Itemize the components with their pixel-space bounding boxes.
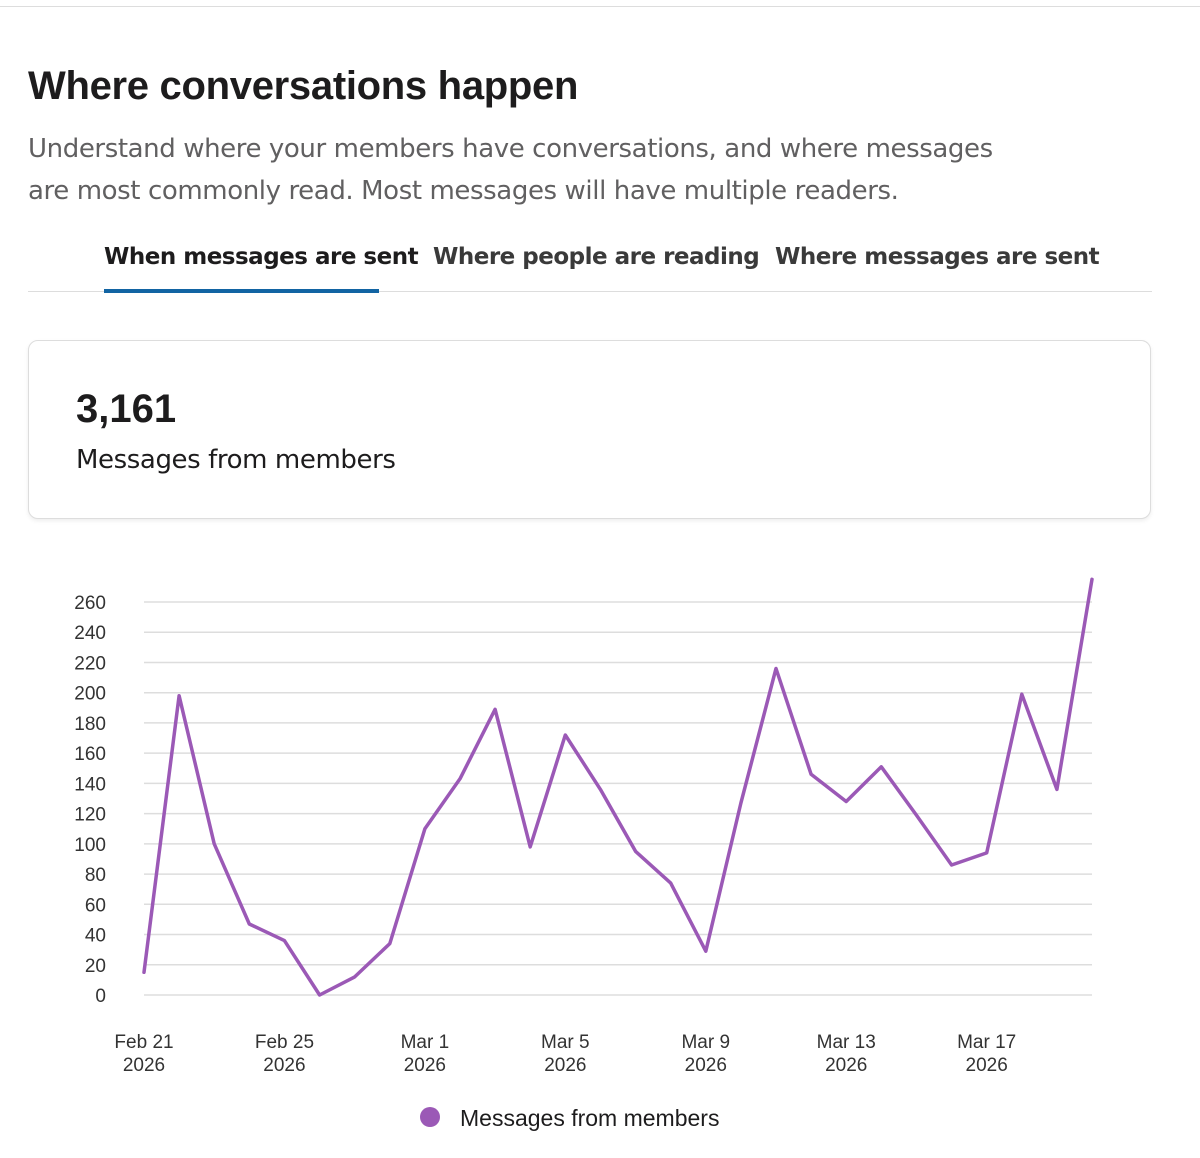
y-tick-label: 0 [95, 986, 106, 1007]
data-point[interactable] [910, 809, 922, 821]
y-tick-label: 80 [85, 865, 106, 886]
data-point[interactable] [700, 945, 712, 957]
y-tick-label: 140 [74, 774, 106, 795]
chart-series [138, 573, 1098, 1001]
data-point[interactable] [314, 989, 326, 1001]
tab-bar: When messages are sent Where people are … [28, 234, 1152, 293]
data-point[interactable] [1086, 573, 1098, 585]
y-tick-label: 120 [74, 805, 106, 826]
x-tick-label: Mar 17 [957, 1032, 1016, 1053]
tab-when-messages-are-sent[interactable]: When messages are sent [104, 244, 419, 270]
data-point[interactable] [559, 729, 571, 741]
data-point[interactable] [454, 773, 466, 785]
data-point[interactable] [1016, 688, 1028, 700]
x-tick-label: Mar 5 [541, 1032, 590, 1053]
messages-line-chart: 0 20 40 60 80 100 120 140 160 180 200 220 240 260 Feb… [74, 573, 1098, 1131]
y-tick-label: 20 [85, 956, 106, 977]
data-point[interactable] [208, 838, 220, 850]
active-tab-indicator [104, 289, 379, 293]
data-point[interactable] [630, 845, 642, 857]
stat-card: 3,161 Messages from members [28, 340, 1151, 519]
x-tick-label: Feb 21 [114, 1032, 173, 1053]
data-point[interactable] [173, 690, 185, 702]
data-point[interactable] [805, 768, 817, 780]
legend-marker [420, 1107, 440, 1127]
data-point[interactable] [384, 938, 396, 950]
data-point[interactable] [524, 841, 536, 853]
y-tick-label: 260 [74, 593, 106, 614]
x-tick-year-label: 2026 [404, 1055, 446, 1076]
y-tick-label: 100 [74, 835, 106, 856]
data-point[interactable] [981, 847, 993, 859]
x-tick-year-label: 2026 [685, 1055, 727, 1076]
data-point[interactable] [349, 971, 361, 983]
data-point[interactable] [243, 918, 255, 930]
chart-gridlines [144, 601, 1092, 996]
top-divider [0, 6, 1200, 7]
stat-label: Messages from members [76, 445, 396, 475]
y-tick-label: 160 [74, 744, 106, 765]
page-title: Where conversations happen [28, 64, 579, 108]
x-tick-label: Mar 1 [401, 1032, 450, 1053]
data-point[interactable] [840, 796, 852, 808]
data-point[interactable] [946, 859, 958, 871]
tab-where-people-are-reading[interactable]: Where people are reading [433, 244, 760, 270]
stat-value: 3,161 [76, 387, 177, 431]
x-tick-year-label: 2026 [966, 1055, 1008, 1076]
x-tick-year-label: 2026 [825, 1055, 867, 1076]
data-point[interactable] [278, 935, 290, 947]
data-point[interactable] [489, 703, 501, 715]
tab-where-messages-are-sent[interactable]: Where messages are sent [775, 244, 1100, 270]
x-tick-year-label: 2026 [123, 1055, 165, 1076]
x-tick-label: Mar 13 [817, 1032, 876, 1053]
data-point[interactable] [735, 797, 747, 809]
y-axis-ticks: 0 20 40 60 80 100 120 140 160 180 200 220 240 260 [74, 593, 106, 1007]
data-point[interactable] [594, 783, 606, 795]
page-description: Understand where your members have conve… [28, 134, 993, 206]
y-tick-label: 240 [74, 623, 106, 644]
x-tick-year-label: 2026 [263, 1055, 305, 1076]
chart-legend[interactable]: Messages from members [420, 1105, 719, 1131]
y-tick-label: 40 [85, 926, 106, 947]
y-tick-label: 60 [85, 895, 106, 916]
series-line-messages-from-members [142, 577, 1094, 997]
data-point[interactable] [875, 761, 887, 773]
y-tick-label: 200 [74, 684, 106, 705]
data-point[interactable] [138, 966, 150, 978]
data-point[interactable] [419, 823, 431, 835]
x-tick-year-label: 2026 [544, 1055, 586, 1076]
x-tick-label: Feb 25 [255, 1032, 314, 1053]
x-tick-label: Mar 9 [681, 1032, 730, 1053]
data-point[interactable] [1051, 783, 1063, 795]
y-tick-label: 180 [74, 714, 106, 735]
data-point[interactable] [770, 663, 782, 675]
y-tick-label: 220 [74, 653, 106, 674]
legend-label: Messages from members [460, 1105, 719, 1131]
data-point[interactable] [665, 877, 677, 889]
